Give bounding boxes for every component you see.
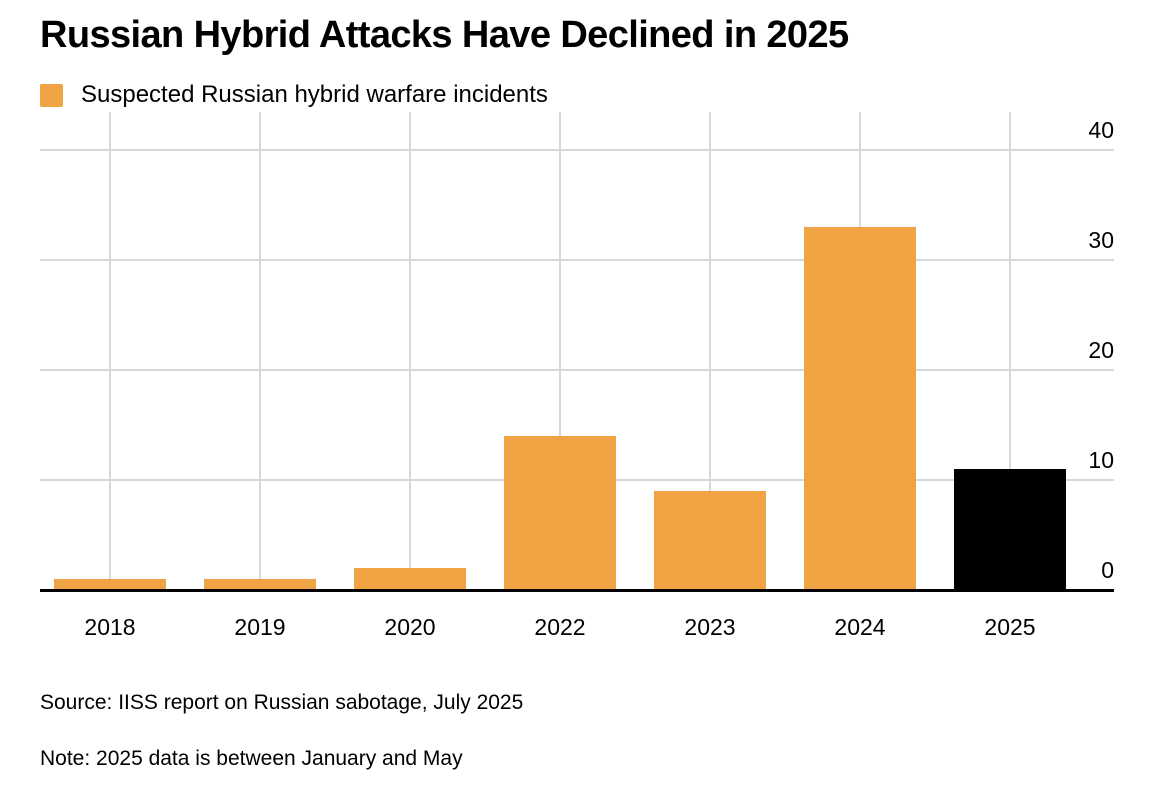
x-axis-tick-label: 2020 bbox=[384, 614, 436, 640]
vertical-gridline bbox=[109, 112, 111, 590]
bar-2018 bbox=[54, 579, 166, 590]
horizontal-gridline bbox=[40, 149, 1114, 151]
vertical-gridline bbox=[709, 112, 711, 590]
y-axis-tick-label: 20 bbox=[1088, 337, 1114, 363]
y-axis-tick-label: 0 bbox=[1101, 557, 1114, 583]
bar-2024 bbox=[804, 227, 916, 590]
x-axis-line bbox=[40, 589, 1114, 592]
y-axis-tick-label: 30 bbox=[1088, 227, 1114, 253]
vertical-gridline bbox=[409, 112, 411, 590]
legend-swatch-icon bbox=[40, 83, 63, 107]
note-line: Note: 2025 data is between January and M… bbox=[40, 747, 463, 770]
source-line: Source: IISS report on Russian sabotage,… bbox=[40, 691, 524, 714]
y-axis-tick-label: 40 bbox=[1088, 117, 1114, 143]
vertical-gridline bbox=[559, 112, 561, 590]
chart-title: Russian Hybrid Attacks Have Declined in … bbox=[40, 14, 849, 56]
vertical-gridline bbox=[1009, 112, 1011, 590]
bar-2020 bbox=[354, 568, 466, 590]
bar-2023 bbox=[654, 491, 766, 590]
x-axis-tick-label: 2023 bbox=[684, 614, 736, 640]
horizontal-gridline bbox=[40, 259, 1114, 261]
x-axis-tick-label: 2018 bbox=[84, 614, 136, 640]
vertical-gridline bbox=[259, 112, 261, 590]
bar-2019 bbox=[204, 579, 316, 590]
bar-2025 bbox=[954, 469, 1066, 590]
legend-label: Suspected Russian hybrid warfare inciden… bbox=[81, 81, 548, 108]
x-axis-tick-label: 2019 bbox=[234, 614, 286, 640]
bar-2022 bbox=[504, 436, 616, 590]
y-axis-tick-label: 10 bbox=[1088, 447, 1114, 473]
x-axis-tick-label: 2022 bbox=[534, 614, 586, 640]
x-axis-tick-label: 2024 bbox=[834, 614, 886, 640]
x-axis-tick-label: 2025 bbox=[984, 614, 1036, 640]
horizontal-gridline bbox=[40, 369, 1114, 371]
legend: Suspected Russian hybrid warfare inciden… bbox=[40, 81, 548, 108]
